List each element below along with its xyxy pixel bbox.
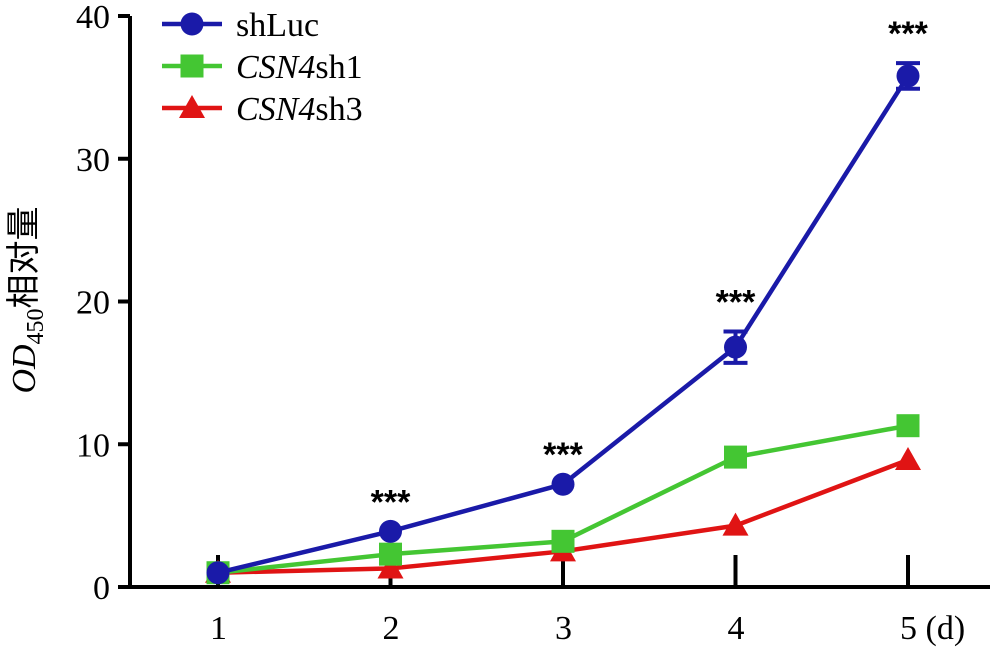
legend-label-italic: CSN4 [236, 49, 315, 86]
legend-label-plain: sh1 [315, 49, 362, 86]
y-tick-label: 20 [76, 285, 110, 322]
data-point [895, 446, 921, 470]
y-axis-label-subscript: 450 [23, 308, 49, 344]
legend-item: shLuc [162, 7, 319, 44]
legend-swatch-marker [179, 95, 205, 118]
data-point [551, 529, 575, 553]
legend-label: CSN4sh3 [236, 91, 363, 128]
data-point [551, 472, 575, 496]
legend-label-italic: CSN4 [236, 91, 315, 128]
significance-marker: *** [371, 483, 411, 521]
data-point [724, 335, 747, 359]
y-tick-label: 10 [76, 427, 110, 464]
y-axis-ticks: 0 10 20 30 40 [76, 0, 130, 607]
data-point [379, 542, 402, 566]
data-point [896, 64, 920, 88]
significance-marker: *** [888, 15, 928, 53]
legend-label-plain: shLuc [236, 7, 319, 44]
data-point [896, 414, 920, 438]
legend-item: CSN4sh1 [162, 49, 363, 86]
y-tick-label: 40 [76, 0, 110, 36]
x-tick-label: 5 (d) [900, 610, 965, 647]
data-point [722, 512, 749, 536]
significance-annotations: *** *** *** *** [371, 15, 929, 521]
y-tick-label: 30 [76, 142, 110, 179]
y-axis-label-main: OD [6, 344, 43, 394]
data-point [206, 561, 230, 585]
series-layer [205, 61, 921, 585]
legend-item: CSN4sh3 [162, 91, 363, 128]
y-axis-label: OD450相对量 [5, 206, 49, 393]
significance-marker: *** [716, 283, 756, 321]
x-tick-label: 2 [383, 610, 400, 647]
x-tick-label: 1 [210, 610, 227, 647]
legend-label-plain: sh3 [315, 91, 362, 128]
series-shLuc [206, 61, 920, 585]
x-tick-label: 4 [728, 610, 745, 647]
legend-swatch-marker [180, 12, 204, 36]
data-point [377, 555, 404, 579]
y-axis-label-suffix: 相对量 [5, 206, 43, 308]
x-tick-label: 3 [555, 610, 572, 647]
data-point [379, 519, 402, 543]
legend-swatch-marker [180, 54, 204, 78]
legend-label: shLuc [236, 7, 319, 44]
y-tick-label: 0 [93, 570, 110, 607]
data-point [724, 445, 747, 469]
significance-marker: *** [543, 436, 583, 474]
legend-label: CSN4sh1 [236, 49, 363, 86]
